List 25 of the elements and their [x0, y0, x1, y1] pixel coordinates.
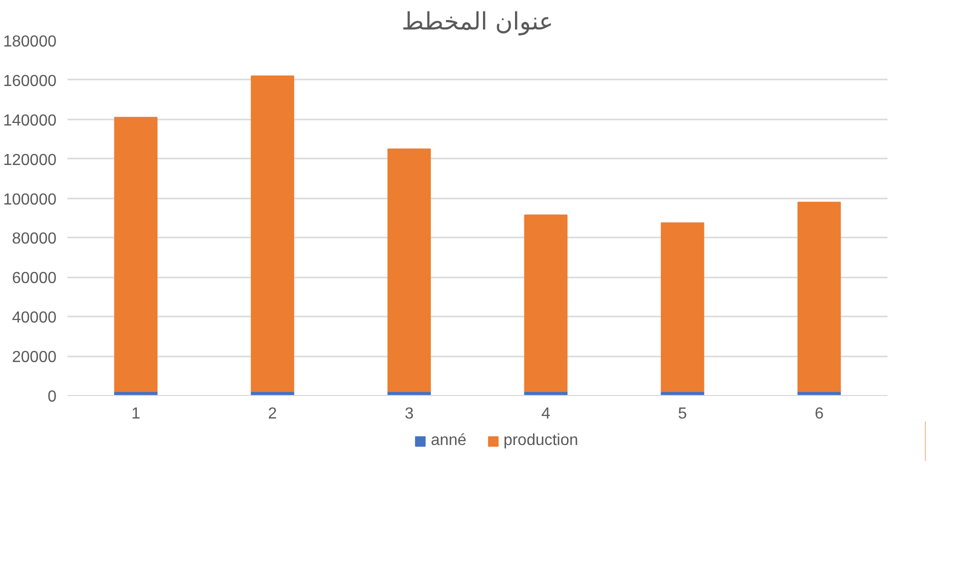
x-tick-label: 5 [678, 406, 688, 422]
x-tick-label: 1 [131, 406, 140, 422]
bar [524, 214, 568, 392]
y-tick-label: 60000 [12, 270, 57, 288]
bar [250, 76, 294, 392]
y-tick-label: 80000 [12, 230, 57, 248]
bar [660, 222, 704, 392]
bar [797, 202, 841, 392]
chart-title: عنوان المخطط [402, 8, 554, 36]
legend-label: anné [430, 432, 466, 450]
y-tick-label: 140000 [3, 112, 57, 130]
y-tick-label: 160000 [3, 72, 57, 90]
y-tick-label: 100000 [3, 191, 57, 208]
x-tick-label: 4 [541, 406, 550, 422]
x-tick-label: 2 [268, 406, 278, 422]
y-tick-label: 20000 [12, 349, 57, 366]
x-tick-label: 3 [404, 406, 414, 422]
y-tick-label: 40000 [12, 310, 57, 327]
y-tick-label: 180000 [3, 34, 57, 50]
bar [387, 148, 431, 392]
y-tick-label: 120000 [3, 152, 57, 169]
bar [114, 116, 158, 392]
legend-label: production [503, 432, 578, 450]
y-tick-label: 0 [48, 388, 57, 406]
x-tick-label: 6 [814, 406, 824, 422]
